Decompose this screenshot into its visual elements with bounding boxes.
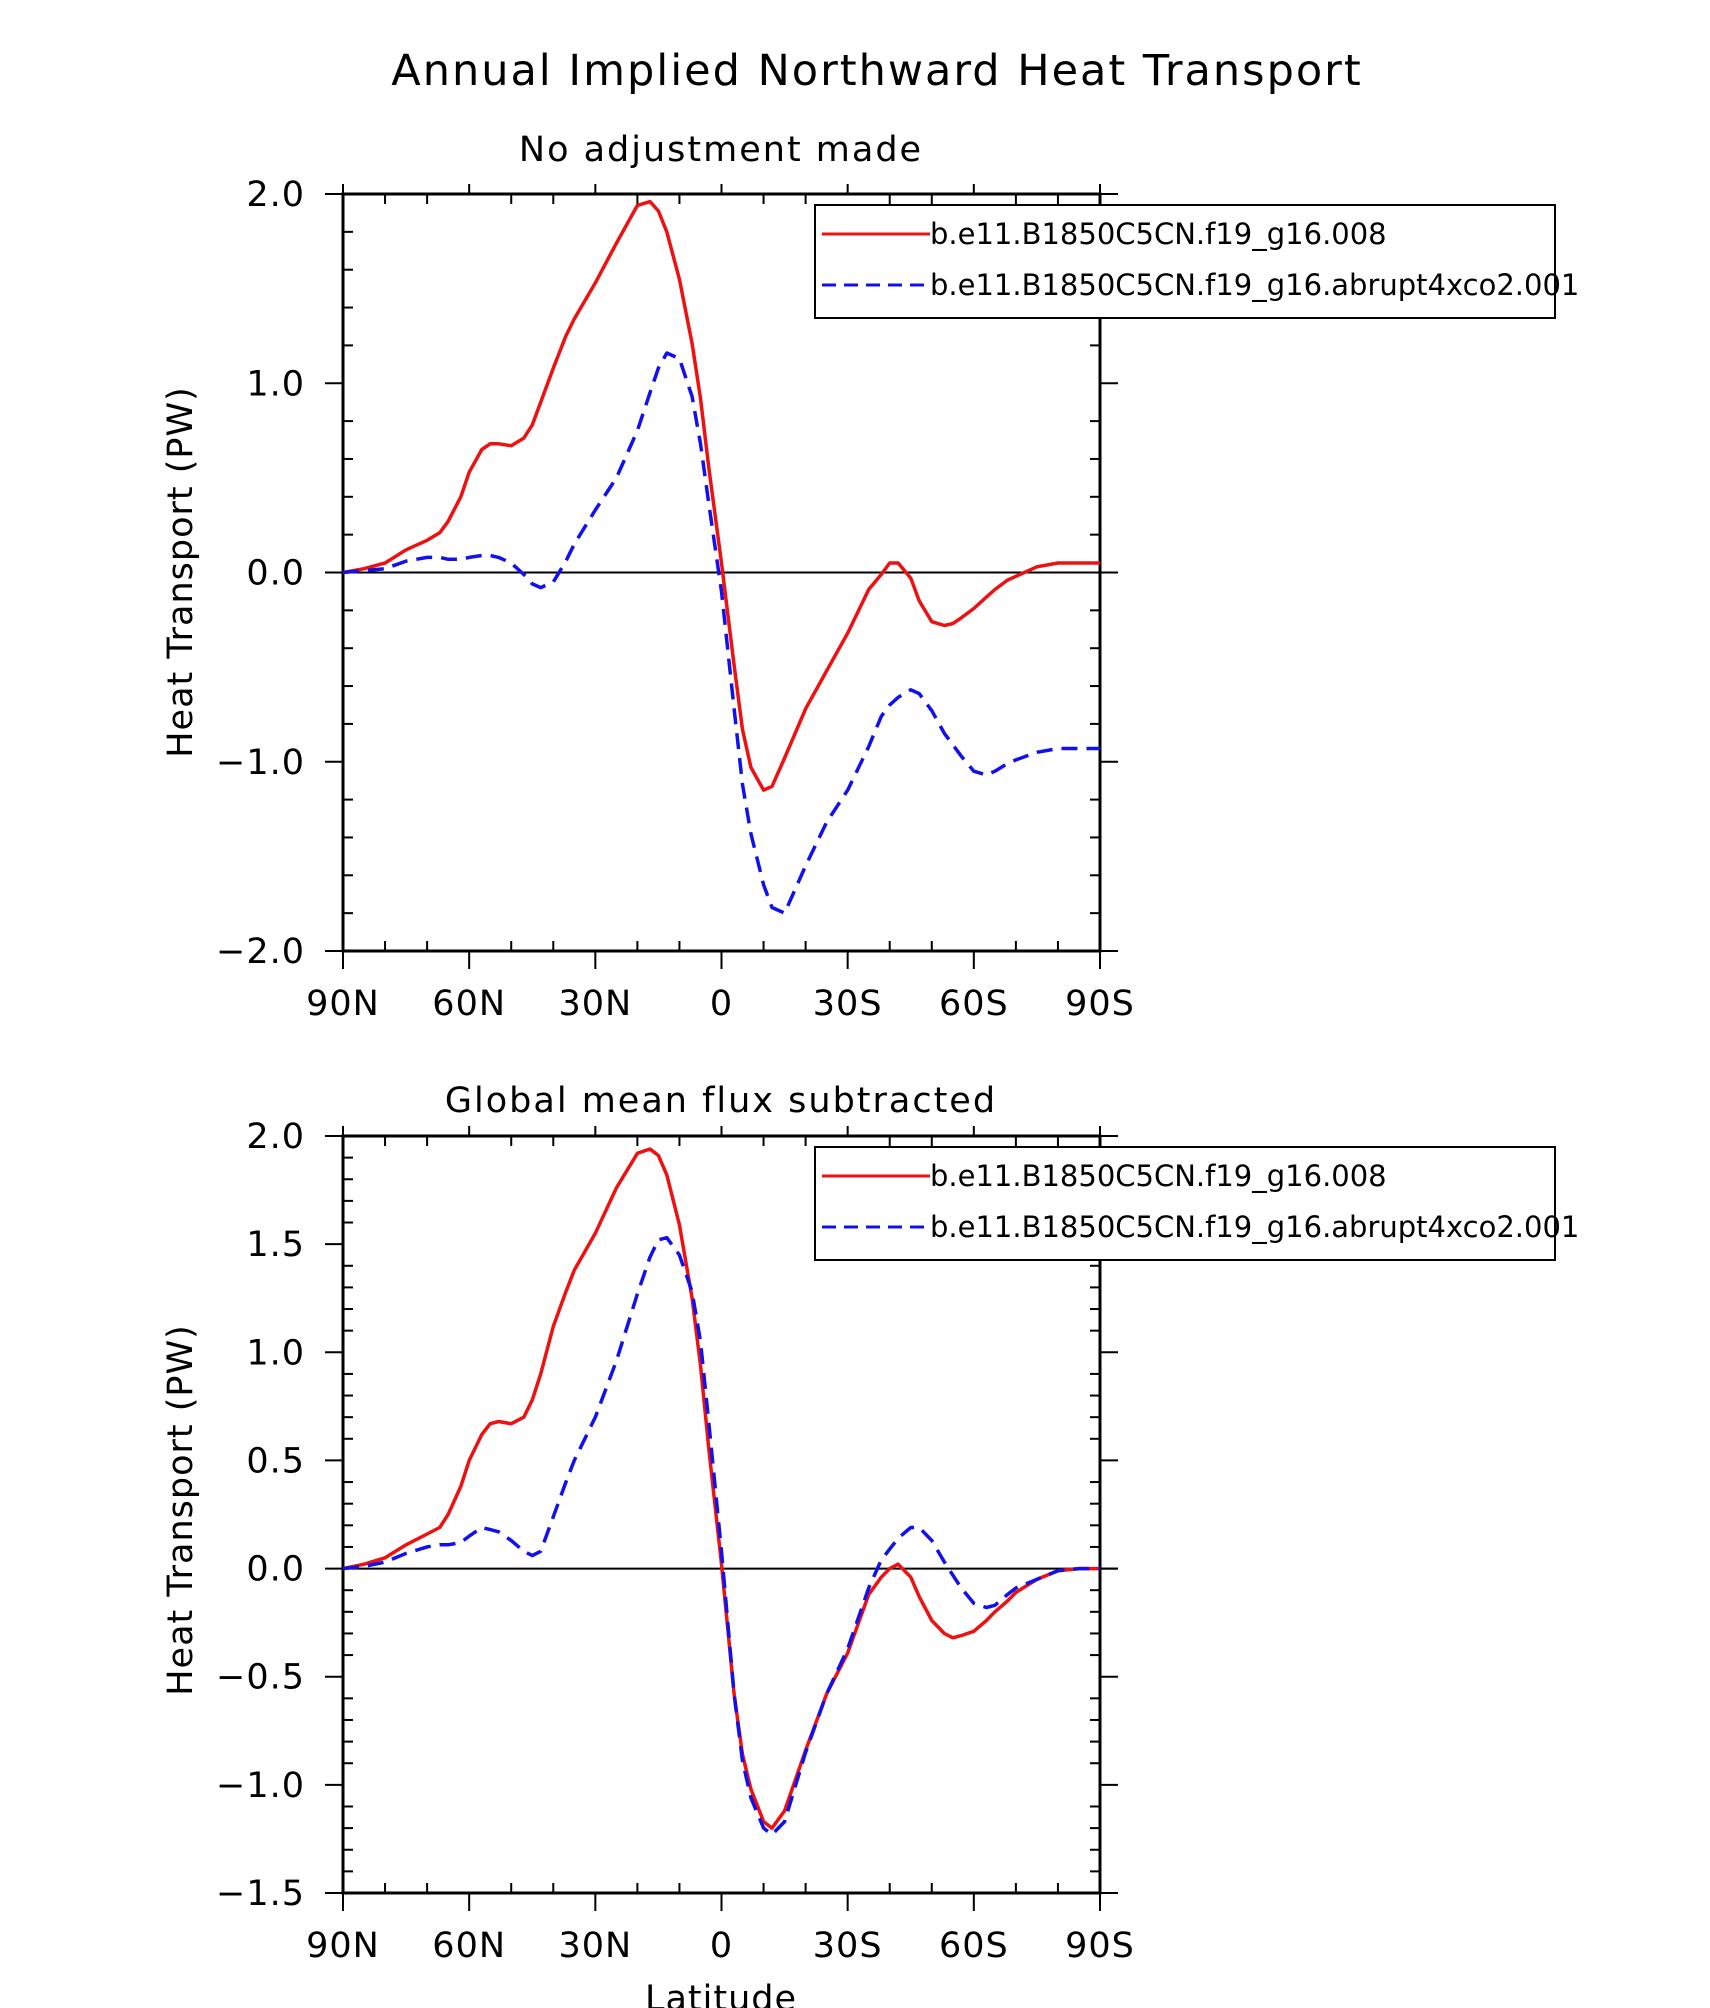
series-line-control (342, 1147, 1100, 1830)
y-tick-label: 1.5 (246, 1225, 305, 1265)
panel-global-mean-subtracted: Global mean flux subtracted Heat Transpo… (161, 1081, 1579, 2008)
y-tick-label: −2.0 (216, 932, 305, 972)
y-tick-label: −1.0 (216, 743, 305, 783)
x-tick-label: 60S (939, 984, 1009, 1024)
x-tick-label: 0 (710, 984, 733, 1024)
series-line-control (342, 199, 1100, 792)
legend: b.e11.B1850C5CN.f19_g16.008 b.e11.B1850C… (814, 1146, 1579, 1261)
y-tick-label: 1.0 (246, 364, 305, 404)
panel-no-adjustment: No adjustment made Heat Transport (PW) 9… (161, 130, 1579, 1024)
y-tick-label: 2.0 (246, 175, 305, 215)
y-tick-label: 0.0 (246, 1550, 305, 1590)
y-tick-label: 2.0 (246, 1117, 305, 1157)
plot-area: 90N 60N 30N 0 30S 60S 90S −2.0 −1.0 0.0 1.0 2.0 (216, 175, 1135, 1024)
x-tick-label: 60N (432, 984, 506, 1024)
x-tick-label: 0 (710, 1926, 733, 1966)
y-tick-label: 0.5 (246, 1441, 305, 1481)
x-axis-label: Latitude (645, 1979, 797, 2008)
panel-title: Global mean flux subtracted (445, 1081, 997, 1121)
x-tick-label: 30N (558, 1926, 632, 1966)
y-axis-label: Heat Transport (PW) (161, 386, 201, 758)
x-tick-label: 30S (813, 984, 883, 1024)
y-axis-label: Heat Transport (PW) (161, 1324, 201, 1696)
legend-label-abrupt: b.e11.B1850C5CN.f19_g16.abrupt4xco2.001 (930, 268, 1579, 302)
y-tick-label: −1.0 (216, 1766, 305, 1806)
x-tick-label: 60N (432, 1926, 506, 1966)
legend-label-control: b.e11.B1850C5CN.f19_g16.008 (930, 217, 1387, 251)
legend-box (814, 204, 1556, 319)
legend: b.e11.B1850C5CN.f19_g16.008 b.e11.B1850C… (814, 204, 1579, 319)
x-tick-label: 90S (1065, 984, 1135, 1024)
series-line-abrupt4xco2 (342, 1235, 1100, 1837)
figure-title: Annual Implied Northward Heat Transport (391, 46, 1362, 96)
y-tick-label: −1.5 (216, 1874, 305, 1914)
y-tick-label: 1.0 (246, 1333, 305, 1373)
y-tick-label: 0.0 (246, 554, 305, 594)
legend-label-control: b.e11.B1850C5CN.f19_g16.008 (930, 1159, 1387, 1193)
x-tick-label: 30N (558, 984, 632, 1024)
x-tick-label: 60S (939, 1926, 1009, 1966)
y-tick-label: −0.5 (216, 1658, 305, 1698)
series-line-abrupt4xco2 (342, 351, 1100, 915)
x-tick-label: 90N (306, 1926, 380, 1966)
x-tick-label: 90S (1065, 1926, 1135, 1966)
x-tick-label: 90N (306, 984, 380, 1024)
panel-title: No adjustment made (519, 130, 923, 170)
legend-label-abrupt: b.e11.B1850C5CN.f19_g16.abrupt4xco2.001 (930, 1210, 1579, 1244)
legend-box (814, 1146, 1556, 1261)
x-tick-label: 30S (813, 1926, 883, 1966)
